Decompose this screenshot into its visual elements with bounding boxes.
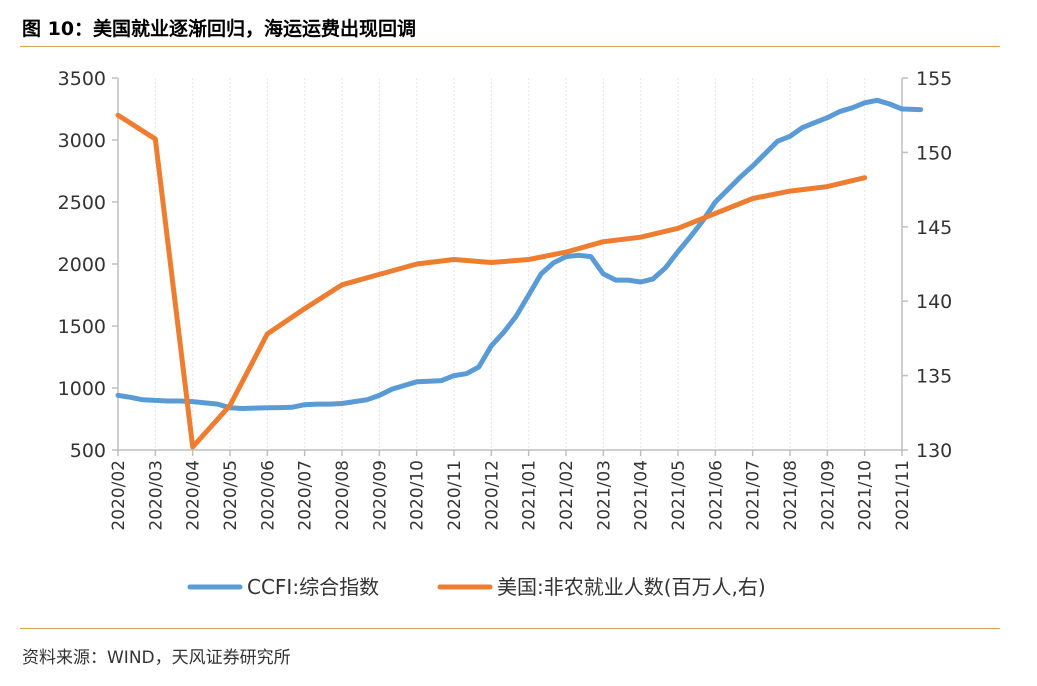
x-tick-label: 2021/03: [594, 460, 614, 531]
y-right-tick-label: 155: [916, 68, 952, 90]
chart-svg: 500 1000 1500 2000 2500 3000 3500 130 135 140 145 1…: [58, 68, 953, 599]
x-tick-label: 2020/05: [221, 460, 241, 531]
x-tick-label: 2020/11: [445, 460, 465, 531]
x-tick-label: 2020/02: [109, 460, 129, 531]
source-note: 资料来源：WIND，天风证券研究所: [22, 648, 291, 668]
source-rule: [20, 628, 1000, 629]
x-tick-label: 2020/08: [333, 460, 353, 531]
series-line-payrolls: [115, 112, 868, 450]
x-tick-label: 2021/10: [856, 460, 876, 531]
x-tick-label: 2020/07: [296, 460, 316, 531]
legend-label-ccfi: CCFI:综合指数: [247, 575, 379, 599]
series-lines: [115, 97, 924, 450]
x-tick-label: 2021/06: [706, 460, 726, 531]
axes: 500 1000 1500 2000 2500 3000 3500 130 135 140 145 1…: [58, 68, 953, 531]
x-tick-label: 2021/01: [520, 460, 540, 531]
x-tick-label: 2021/04: [632, 460, 652, 531]
y-right-tick-label: 140: [916, 291, 952, 313]
y-right-tick-label: 150: [916, 142, 952, 164]
x-tick-label: 2020/09: [370, 460, 390, 531]
y-right-tick-label: 135: [916, 366, 952, 388]
y-left-tick-label: 1500: [58, 316, 106, 338]
x-tick-label: 2021/08: [781, 460, 801, 531]
y-right-tick-label: 130: [916, 440, 952, 462]
title-rule: [20, 46, 1000, 47]
figure-title: 图 10：美国就业逐渐回归，海运运费出现回调: [22, 18, 417, 40]
legend-label-payrolls: 美国:非农就业人数(百万人,右): [497, 575, 766, 599]
x-tick-label: 2021/11: [893, 460, 913, 531]
y-left-tick-label: 1000: [58, 378, 106, 400]
legend: CCFI:综合指数 美国:非农就业人数(百万人,右): [187, 575, 766, 599]
y-left-tick-label: 2500: [58, 192, 106, 214]
x-tick-label: 2020/12: [482, 460, 502, 531]
x-tick-label: 2021/09: [818, 460, 838, 531]
x-tick-label: 2021/07: [744, 460, 764, 531]
x-tick-label: 2021/02: [557, 460, 577, 531]
y-right-tick-label: 145: [916, 217, 952, 239]
x-tick-label: 2020/04: [184, 460, 204, 531]
y-left-tick-label: 500: [70, 440, 106, 462]
y-left-tick-label: 3500: [58, 68, 106, 90]
x-tick-label: 2020/06: [258, 460, 278, 531]
y-left-tick-label: 2000: [58, 254, 106, 276]
series-line-ccfi: [115, 97, 924, 411]
x-tick-label: 2020/03: [146, 460, 166, 531]
y-left-tick-label: 3000: [58, 130, 106, 152]
x-tick-label: 2021/05: [669, 460, 689, 531]
x-tick-label: 2020/10: [408, 460, 428, 531]
